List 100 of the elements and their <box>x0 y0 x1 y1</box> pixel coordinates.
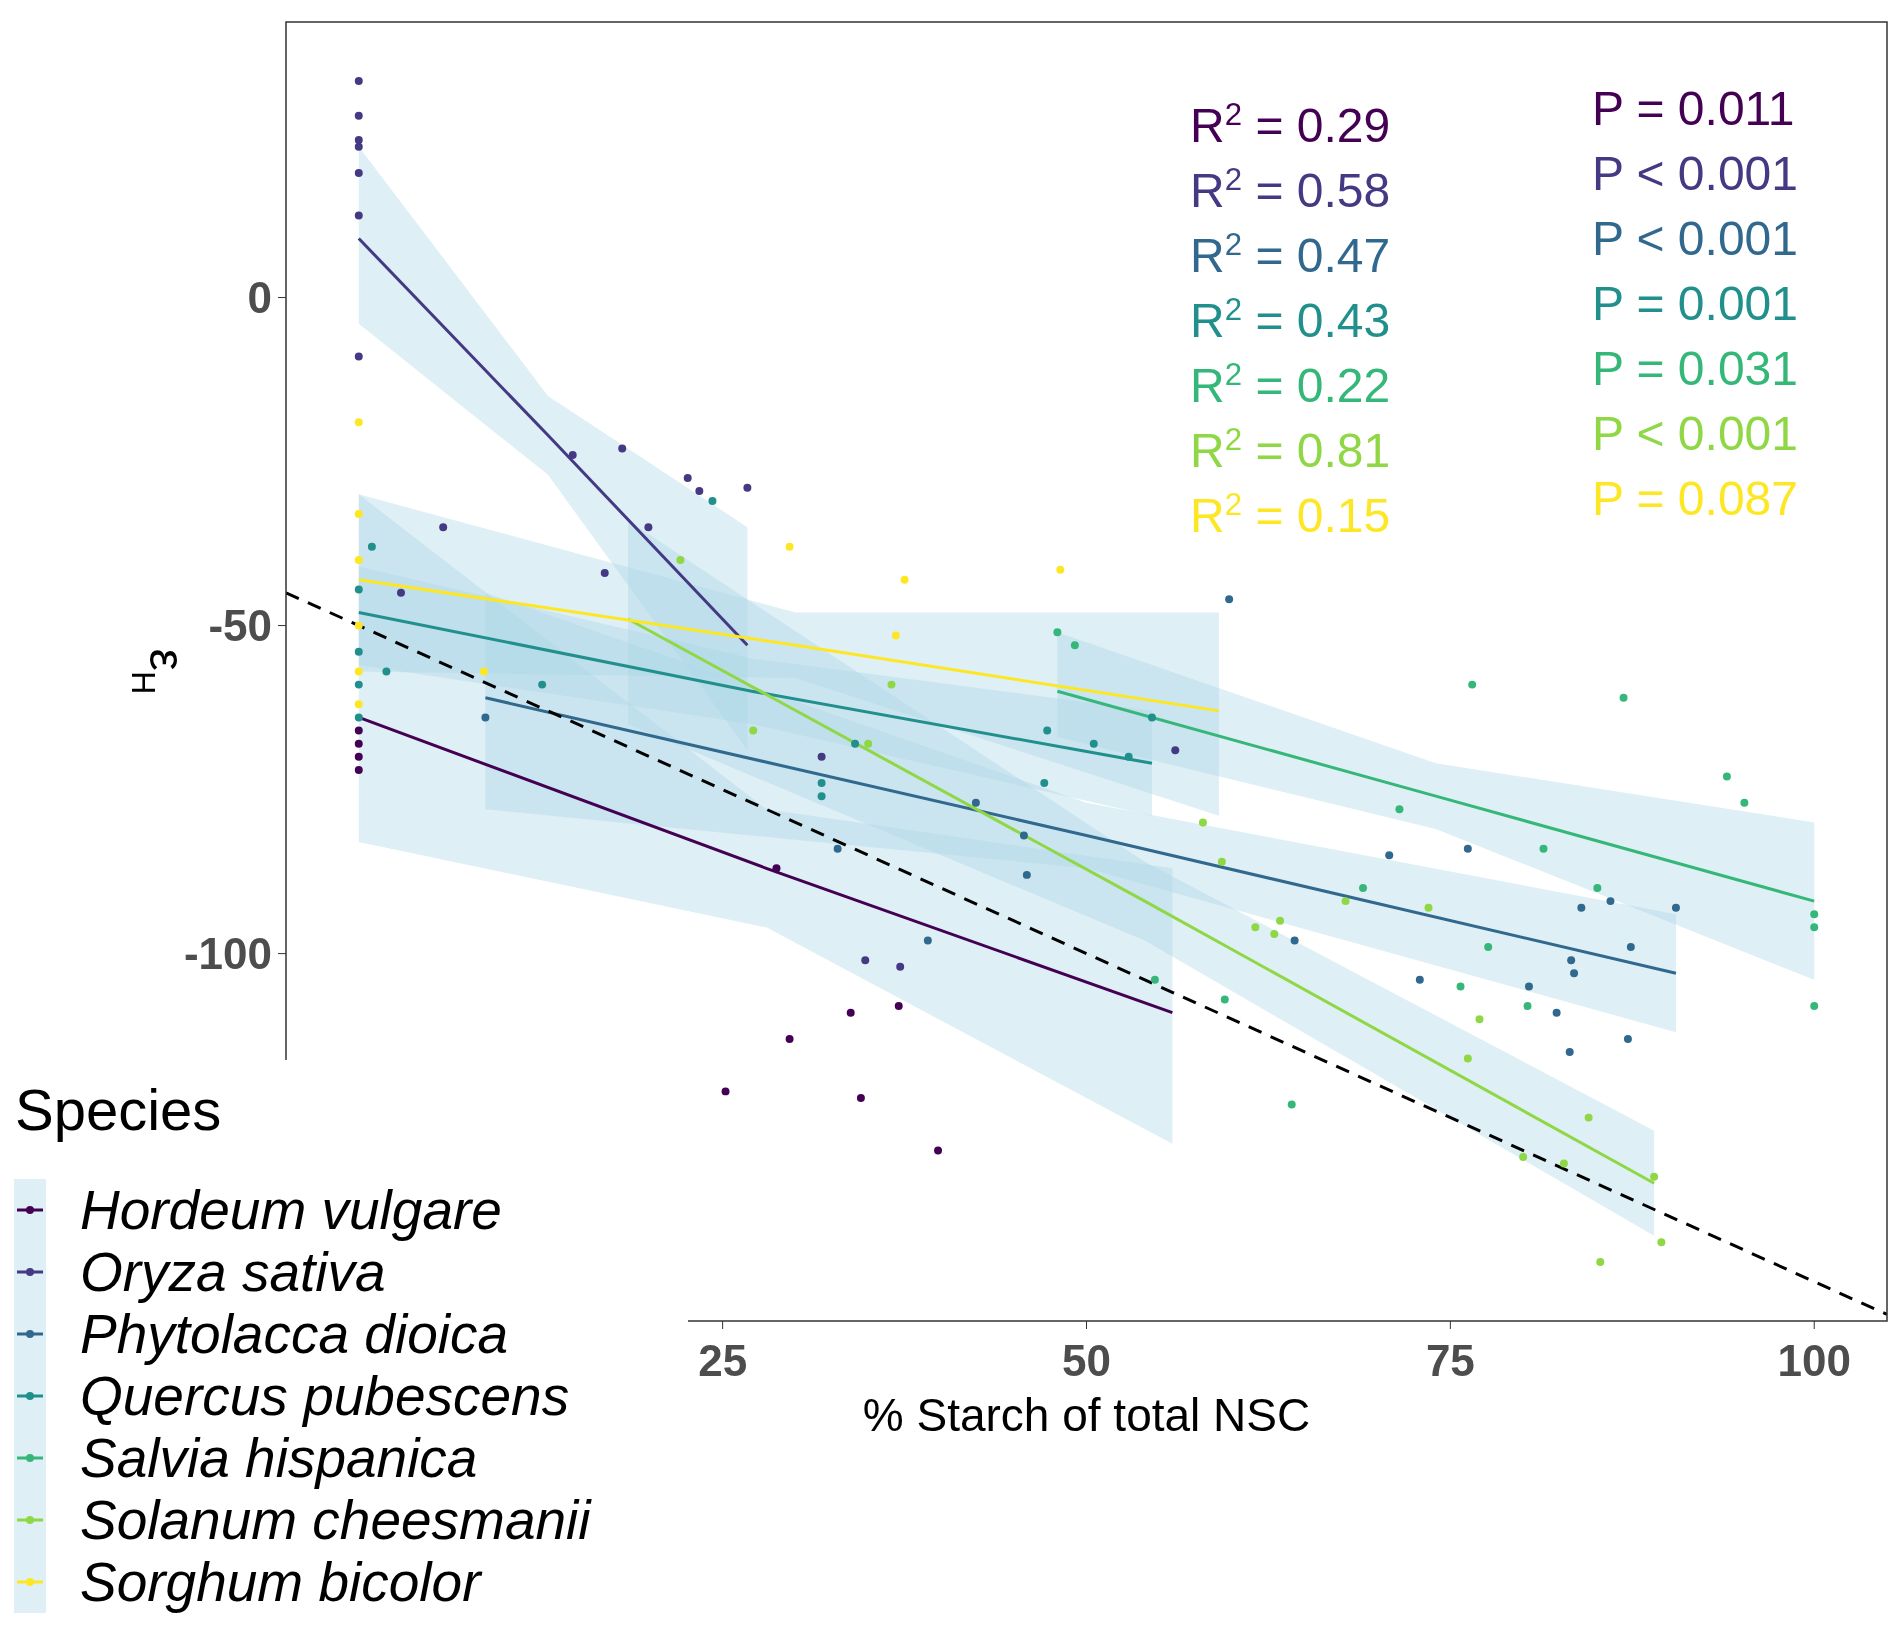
point <box>1570 969 1579 978</box>
point <box>1070 641 1079 650</box>
point <box>1626 943 1635 952</box>
legend-label: Phytolacca dioica <box>80 1303 509 1365</box>
point <box>479 667 488 676</box>
point <box>891 631 900 640</box>
point <box>695 487 704 496</box>
point <box>676 555 685 564</box>
point <box>1053 628 1062 637</box>
point <box>1523 1002 1532 1011</box>
point <box>1810 1002 1819 1011</box>
point <box>896 962 905 971</box>
point <box>851 739 860 748</box>
point <box>1225 595 1234 604</box>
point <box>354 555 363 564</box>
point <box>644 523 653 532</box>
point <box>846 1008 855 1017</box>
point <box>354 168 363 177</box>
point <box>1217 857 1226 866</box>
point <box>1341 897 1350 906</box>
annotation: P < 0.001 <box>1592 212 1798 265</box>
point <box>1424 903 1433 912</box>
point <box>354 136 363 145</box>
point <box>1150 975 1159 984</box>
point <box>1619 693 1628 702</box>
point <box>856 1093 865 1102</box>
point <box>708 496 717 505</box>
legend-title: Species <box>15 1077 222 1142</box>
legend-label: Hordeum vulgare <box>80 1179 502 1241</box>
point <box>354 739 363 748</box>
point <box>1722 772 1731 781</box>
annotation: R$^{2}$ = 0.81 <box>1190 421 1391 477</box>
point <box>354 680 363 689</box>
point <box>354 510 363 519</box>
point <box>743 483 752 492</box>
point <box>354 585 363 594</box>
point <box>354 621 363 630</box>
annotation: R$^{2}$ = 0.58 <box>1190 161 1391 217</box>
y-tick-label: -100 <box>183 928 272 978</box>
point <box>1623 1034 1632 1043</box>
annotation: P = 0.087 <box>1592 472 1798 525</box>
point <box>1463 844 1472 853</box>
point <box>481 713 490 722</box>
point <box>772 864 781 873</box>
point <box>1552 1008 1561 1017</box>
annotation: R$^{2}$ = 0.43 <box>1190 291 1391 347</box>
point <box>1593 884 1602 892</box>
point <box>354 211 363 220</box>
point <box>1022 870 1031 879</box>
point <box>1019 831 1028 840</box>
point <box>1220 995 1229 1004</box>
point <box>1740 798 1749 807</box>
point <box>354 352 363 361</box>
point <box>1524 982 1533 991</box>
point <box>833 844 842 853</box>
point <box>1567 956 1576 965</box>
point <box>817 752 826 761</box>
point <box>785 542 794 551</box>
point <box>1089 739 1098 748</box>
point <box>1565 1048 1574 1056</box>
point <box>354 77 363 86</box>
point <box>367 542 376 551</box>
point <box>1657 1238 1666 1247</box>
x-axis-title: % Starch of total NSC <box>862 1389 1311 1441</box>
x-tick-label: 50 <box>1062 1336 1111 1385</box>
y-tick-label: 0 <box>247 272 272 322</box>
point <box>1270 929 1279 938</box>
point <box>1810 923 1819 932</box>
point <box>354 713 363 722</box>
legend-label: Sorghum bicolor <box>80 1551 484 1613</box>
point <box>1584 1113 1593 1122</box>
point <box>1650 1172 1659 1181</box>
legend-label: Salvia hispanica <box>80 1427 478 1489</box>
point <box>1040 779 1049 788</box>
point <box>864 739 873 748</box>
point <box>1148 713 1156 722</box>
point <box>1559 1159 1568 1168</box>
point <box>971 798 980 807</box>
point <box>1385 851 1394 860</box>
point <box>1359 884 1368 892</box>
point <box>785 1034 794 1043</box>
point <box>817 792 826 801</box>
annotation: P < 0.001 <box>1592 147 1798 200</box>
annotation: P = 0.031 <box>1592 342 1798 395</box>
annotation: P < 0.001 <box>1592 407 1798 460</box>
point <box>1671 903 1680 912</box>
point <box>1287 1100 1296 1109</box>
point <box>354 667 363 676</box>
point <box>1043 726 1052 735</box>
x-tick-label: 100 <box>1777 1336 1851 1385</box>
point <box>1251 923 1260 932</box>
point <box>749 726 758 735</box>
point <box>683 473 692 482</box>
point <box>439 523 448 532</box>
legend-label: Solanum cheesmanii <box>80 1489 593 1551</box>
point <box>894 1002 903 1011</box>
legend-label: Oryza sativa <box>80 1241 386 1303</box>
x-tick-label: 75 <box>1425 1336 1475 1385</box>
point <box>1124 752 1133 761</box>
point <box>354 752 363 761</box>
